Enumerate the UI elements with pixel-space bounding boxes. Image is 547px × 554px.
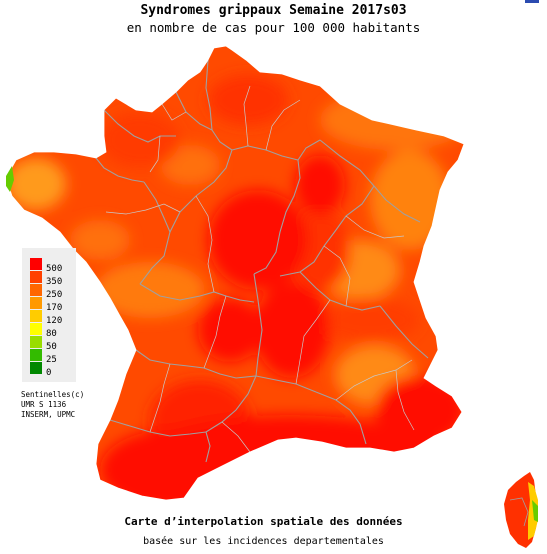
legend-label: 170 [46, 303, 63, 313]
legend-swatch [30, 362, 42, 374]
legend-label: 120 [46, 316, 63, 326]
caption-main: Carte d’interpolation spatiale des donné… [124, 515, 403, 528]
legend-swatch [30, 271, 42, 283]
legend-label: 500 [46, 264, 63, 274]
credit-inserm: INSERM, UPMC [21, 410, 76, 419]
legend-swatch [30, 284, 42, 296]
logo-fragment [525, 0, 539, 3]
coastline [5, 45, 465, 501]
legend-label: 80 [46, 329, 57, 339]
legend-swatch [30, 349, 42, 361]
legend-label: 350 [46, 277, 63, 287]
legend-label: 50 [46, 342, 57, 352]
legend-label: 250 [46, 290, 63, 300]
legend-label: 0 [46, 368, 52, 378]
corsica [504, 472, 538, 548]
legend-swatch [30, 258, 42, 270]
legend-panel [22, 248, 76, 382]
legend-swatch [30, 297, 42, 309]
legend-swatch [30, 310, 42, 322]
caption-sub: basée sur les incidences departementales [143, 536, 384, 547]
department-boundaries [105, 85, 415, 453]
credit-sentinelles: Sentinelles(c) [21, 390, 85, 399]
map-title: Syndromes grippaux Semaine 2017s03 [140, 3, 407, 18]
brittany-tip-low-incidence [6, 166, 14, 192]
credit-umr: UMR S 1136 [21, 400, 67, 409]
map-subtitle: en nombre de cas pour 100 000 habitants [126, 20, 421, 35]
legend-label: 25 [46, 355, 57, 365]
legend-swatch [30, 336, 42, 348]
legend-swatch [30, 323, 42, 335]
